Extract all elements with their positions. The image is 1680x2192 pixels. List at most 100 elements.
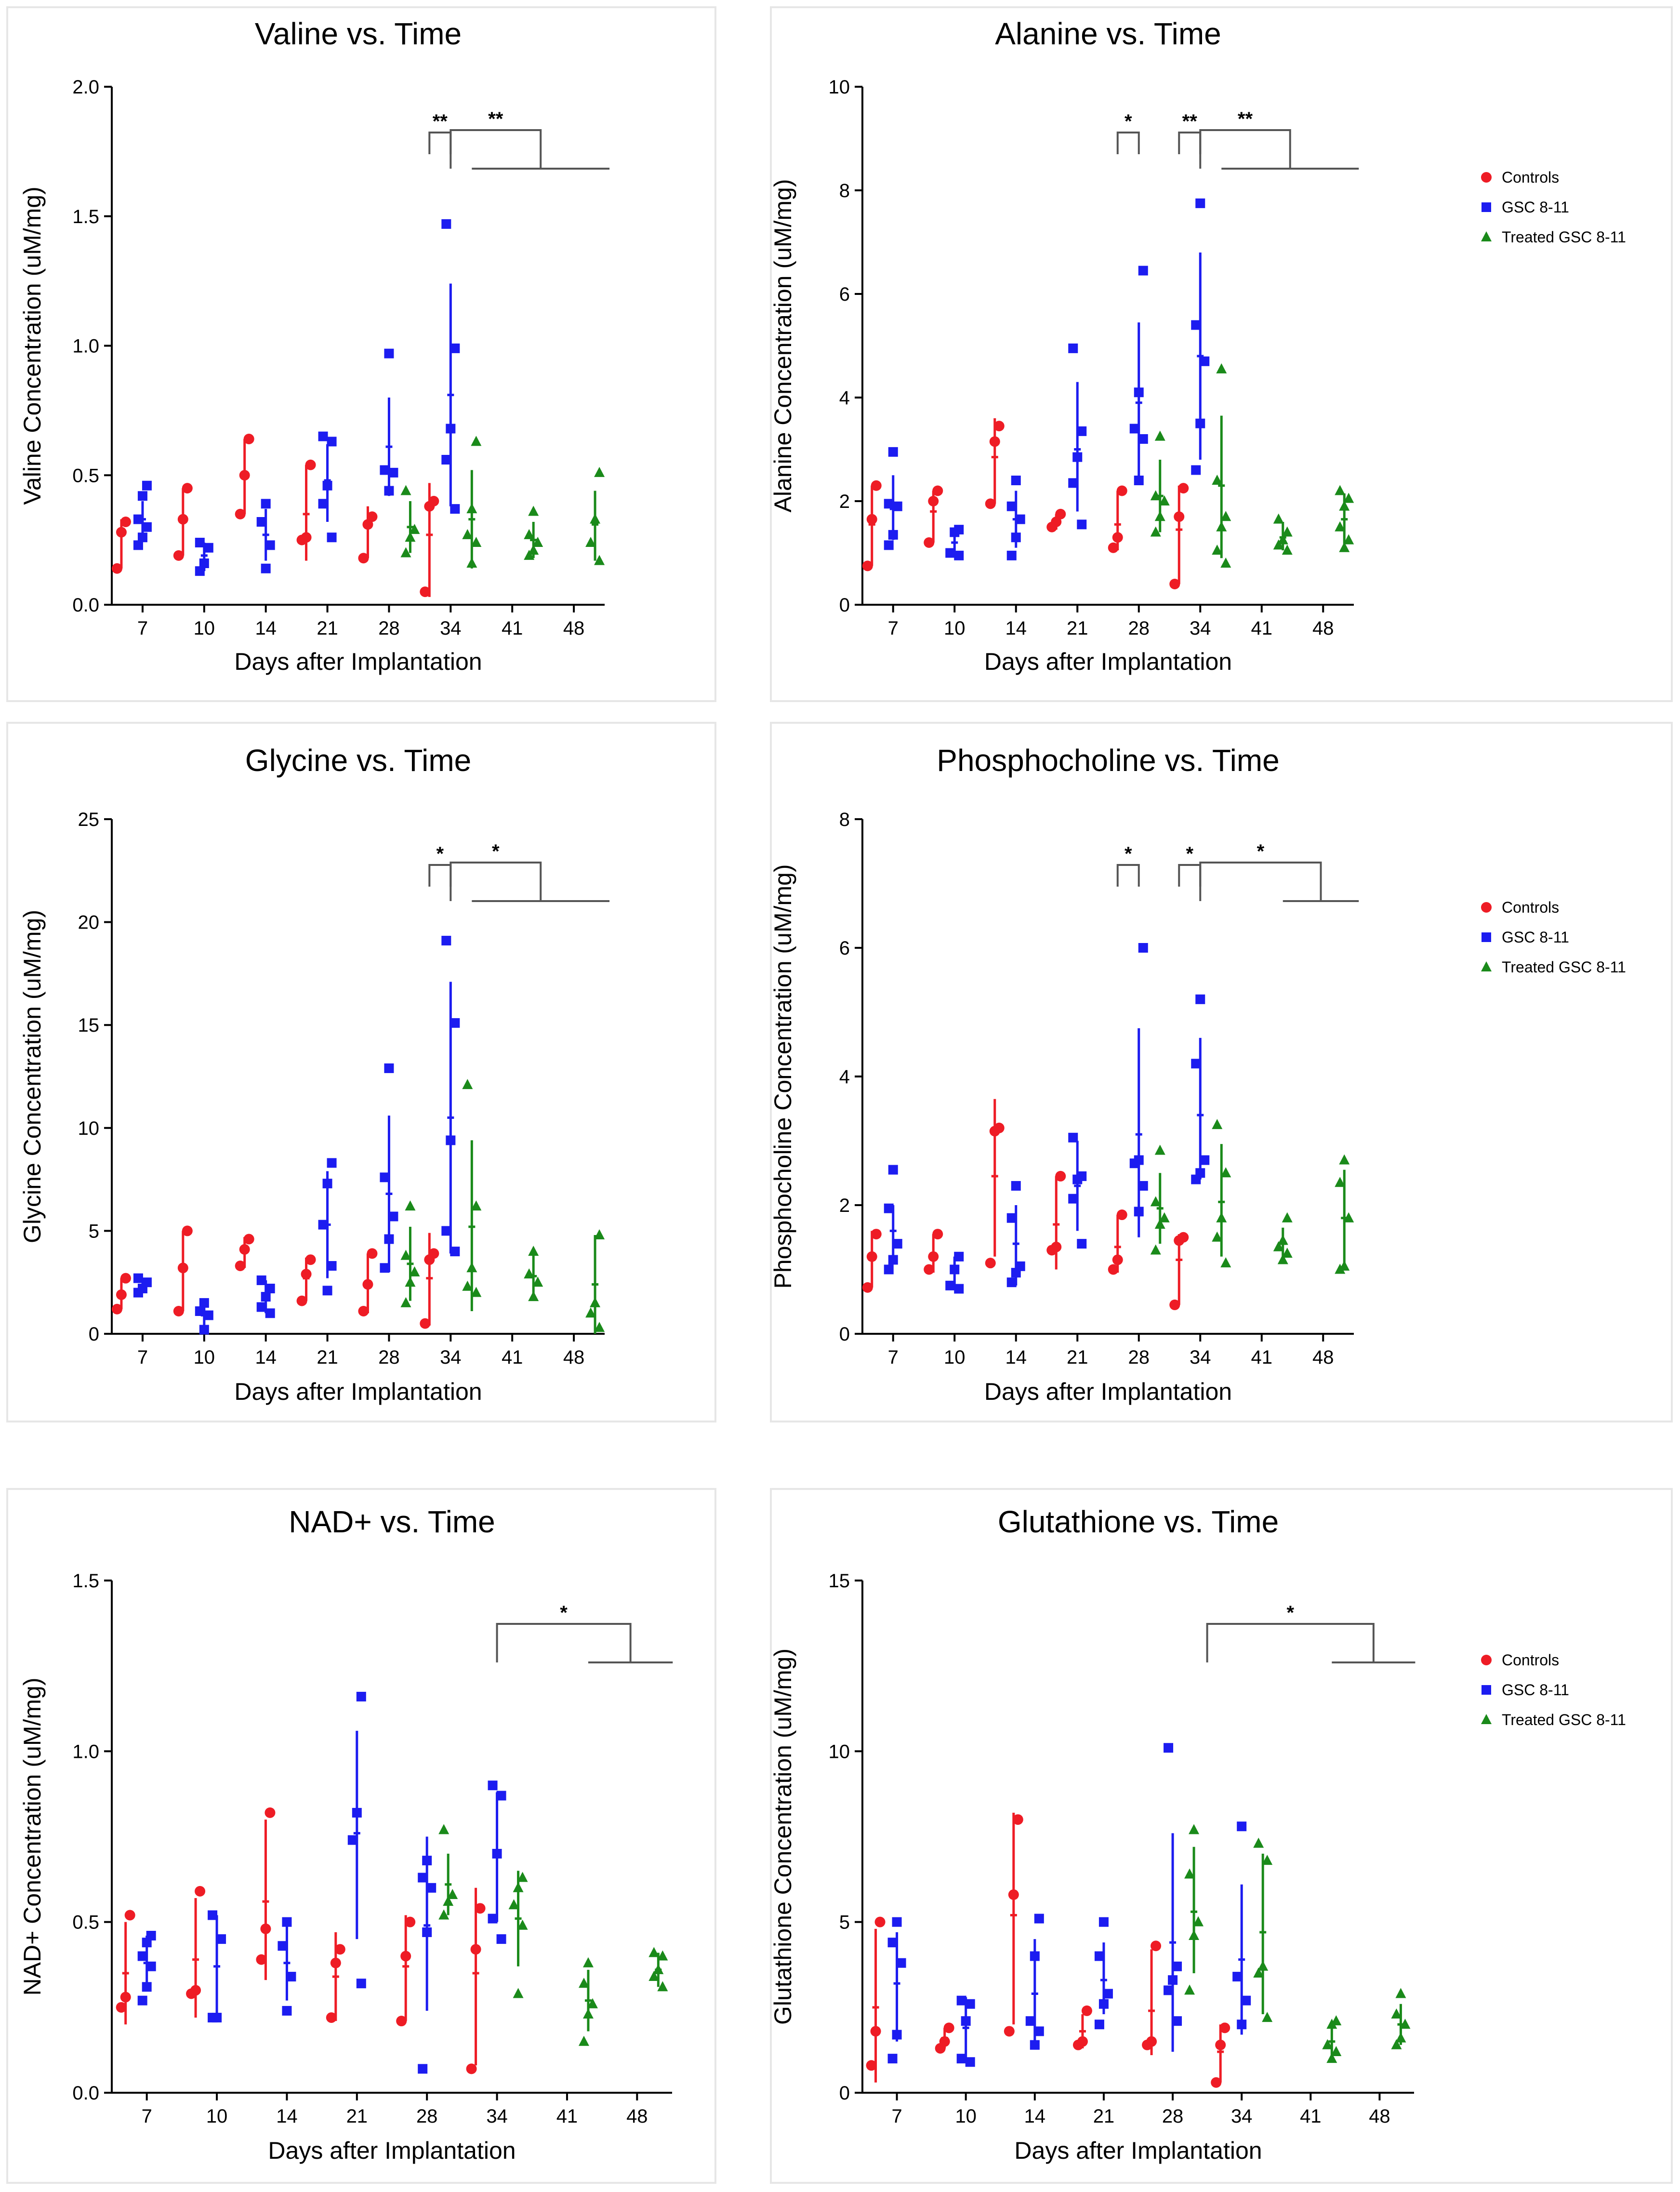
data-point-controls bbox=[1151, 1940, 1162, 1952]
data-point-treated-gsc-8-11 bbox=[1154, 1144, 1165, 1155]
significance-label: ** bbox=[1182, 111, 1198, 132]
data-point-treated-gsc-8-11 bbox=[400, 1297, 411, 1307]
data-point-gsc-8-11 bbox=[450, 343, 460, 353]
data-point-controls bbox=[265, 1807, 276, 1818]
y-tick-label: 1.0 bbox=[72, 336, 99, 357]
x-tick-label: 48 bbox=[1312, 618, 1334, 639]
data-point-treated-gsc-8-11 bbox=[1395, 2032, 1406, 2043]
series-treated-gsc-8-11 bbox=[400, 436, 605, 569]
significance-label: * bbox=[560, 1602, 568, 1623]
data-point-gsc-8-11 bbox=[265, 1284, 275, 1294]
significance-label: * bbox=[1257, 841, 1265, 862]
data-point-gsc-8-11 bbox=[133, 540, 143, 550]
data-point-gsc-8-11 bbox=[388, 467, 398, 478]
data-point-controls bbox=[367, 1248, 378, 1259]
data-point-controls bbox=[993, 1122, 1005, 1133]
data-point-gsc-8-11 bbox=[261, 1292, 271, 1302]
data-point-gsc-8-11 bbox=[441, 936, 451, 946]
data-point-gsc-8-11 bbox=[137, 491, 147, 501]
x-axis-label: Days after Implantation bbox=[234, 1378, 482, 1405]
data-point-controls bbox=[116, 527, 127, 538]
data-point-treated-gsc-8-11 bbox=[471, 1200, 482, 1211]
data-point-gsc-8-11 bbox=[282, 1917, 292, 1927]
data-point-controls bbox=[874, 1916, 886, 1927]
significance-bracket: * bbox=[496, 1602, 673, 1663]
data-point-gsc-8-11 bbox=[1011, 476, 1021, 485]
significance-bracket: * bbox=[1116, 843, 1140, 887]
data-point-gsc-8-11 bbox=[282, 2006, 292, 2016]
significance-label: * bbox=[1286, 1602, 1294, 1623]
data-point-controls bbox=[256, 1954, 267, 1965]
data-point-controls bbox=[173, 1306, 184, 1317]
data-point-treated-gsc-8-11 bbox=[1277, 534, 1288, 545]
bracket-line bbox=[1199, 129, 1291, 169]
data-point-treated-gsc-8-11 bbox=[1282, 1248, 1293, 1258]
significance-label: ** bbox=[433, 111, 448, 132]
data-point-gsc-8-11 bbox=[1200, 1155, 1210, 1165]
y-tick-label: 0.5 bbox=[72, 465, 99, 486]
data-point-controls bbox=[993, 421, 1005, 432]
x-axis-label: Days after Implantation bbox=[234, 648, 482, 675]
x-tick-label: 48 bbox=[563, 618, 585, 639]
data-point-gsc-8-11 bbox=[896, 1958, 906, 1968]
y-axis-label: Alanine Concentration (uM/mg) bbox=[769, 179, 796, 513]
data-point-controls bbox=[334, 1944, 345, 1955]
data-point-controls bbox=[260, 1923, 271, 1934]
data-point-gsc-8-11 bbox=[1172, 1961, 1182, 1971]
data-point-treated-gsc-8-11 bbox=[1277, 1235, 1288, 1245]
x-tick-label: 10 bbox=[194, 618, 215, 639]
data-point-controls bbox=[1055, 508, 1066, 519]
data-point-controls bbox=[195, 1886, 206, 1897]
data-point-controls bbox=[182, 483, 193, 494]
data-point-controls bbox=[1178, 1232, 1189, 1243]
data-point-gsc-8-11 bbox=[1191, 320, 1201, 330]
data-point-gsc-8-11 bbox=[380, 465, 390, 475]
data-point-controls bbox=[989, 436, 1000, 447]
bracket-line bbox=[496, 1623, 632, 1662]
data-point-gsc-8-11 bbox=[1164, 1985, 1174, 1995]
data-point-controls bbox=[1112, 1254, 1123, 1265]
data-point-gsc-8-11 bbox=[1094, 2019, 1104, 2030]
data-point-treated-gsc-8-11 bbox=[409, 1266, 420, 1276]
data-point-gsc-8-11 bbox=[356, 1691, 366, 1701]
data-point-gsc-8-11 bbox=[892, 1239, 902, 1249]
x-tick-label: 21 bbox=[1067, 1347, 1088, 1368]
y-tick-label: 2.0 bbox=[72, 77, 99, 98]
data-point-controls bbox=[396, 2016, 407, 2027]
data-point-treated-gsc-8-11 bbox=[1253, 1967, 1264, 1978]
data-point-treated-gsc-8-11 bbox=[1395, 1988, 1406, 1998]
data-point-treated-gsc-8-11 bbox=[1220, 1167, 1231, 1178]
data-point-controls bbox=[1174, 511, 1185, 522]
data-point-controls bbox=[1116, 1209, 1127, 1221]
data-point-treated-gsc-8-11 bbox=[1262, 1855, 1273, 1865]
data-point-controls bbox=[428, 496, 439, 506]
significance-bracket: ** bbox=[1199, 108, 1359, 170]
data-point-controls bbox=[1178, 483, 1189, 494]
data-point-controls bbox=[871, 480, 882, 491]
x-tick-label: 14 bbox=[1024, 2106, 1046, 2127]
data-point-gsc-8-11 bbox=[137, 1995, 147, 2006]
data-point-gsc-8-11 bbox=[1068, 478, 1078, 488]
x-tick-label: 7 bbox=[888, 1347, 899, 1368]
x-tick-label: 14 bbox=[276, 2106, 298, 2127]
data-point-treated-gsc-8-11 bbox=[524, 1268, 535, 1279]
data-point-gsc-8-11 bbox=[1077, 1171, 1087, 1181]
data-point-controls bbox=[1169, 1299, 1180, 1310]
chart-title: Alanine vs. Time bbox=[995, 16, 1221, 51]
data-point-gsc-8-11 bbox=[133, 514, 143, 524]
data-point-gsc-8-11 bbox=[446, 424, 456, 434]
significance-bracket: * bbox=[1199, 841, 1359, 902]
data-point-controls bbox=[326, 2012, 337, 2023]
data-point-treated-gsc-8-11 bbox=[1159, 495, 1170, 505]
data-point-controls bbox=[124, 1910, 135, 1921]
data-point-controls bbox=[985, 498, 996, 509]
y-axis-label: Glutathione Concentration (uM/mg) bbox=[769, 1648, 796, 2025]
data-point-treated-gsc-8-11 bbox=[528, 545, 539, 555]
data-point-treated-gsc-8-11 bbox=[513, 1988, 524, 1998]
data-point-gsc-8-11 bbox=[1134, 1207, 1144, 1217]
data-point-treated-gsc-8-11 bbox=[517, 1919, 528, 1930]
data-point-treated-gsc-8-11 bbox=[578, 2035, 589, 2046]
data-point-treated-gsc-8-11 bbox=[1220, 558, 1231, 568]
x-tick-label: 28 bbox=[416, 2106, 438, 2127]
data-point-treated-gsc-8-11 bbox=[462, 529, 473, 539]
